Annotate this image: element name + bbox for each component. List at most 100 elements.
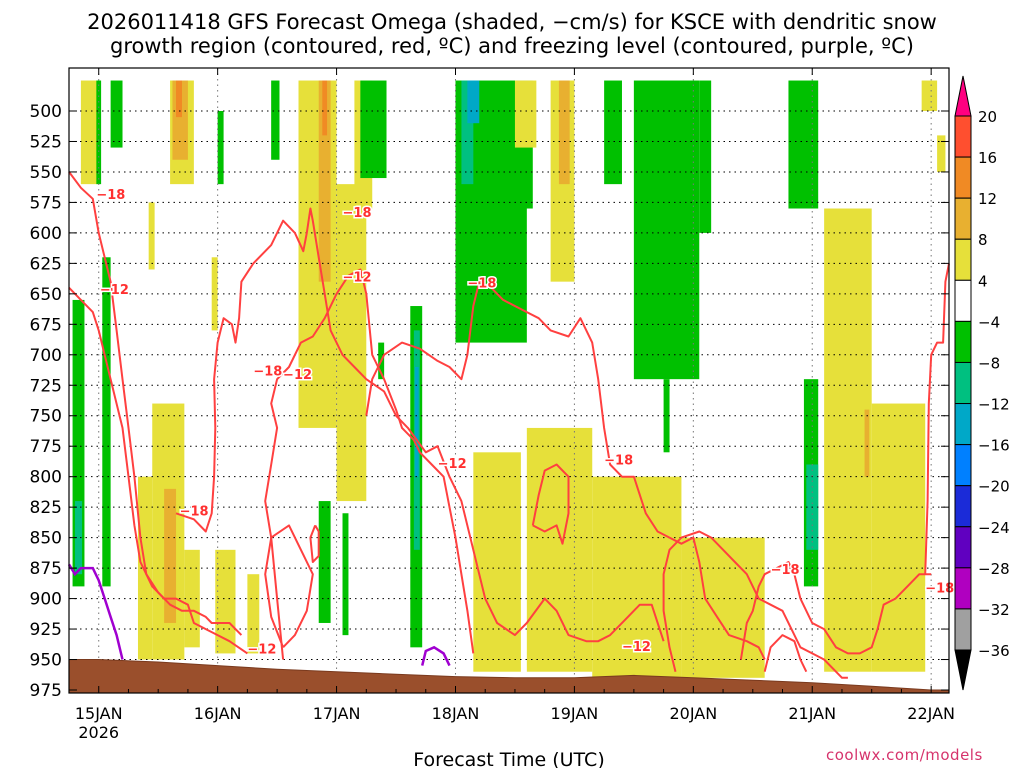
colorbar-bin-13 (954, 608, 972, 651)
colorbar-bin-9 (954, 444, 972, 487)
freezing-level-contours (67, 563, 451, 667)
colorbar-label-0: 20 (978, 108, 997, 126)
omega-shade-38 (633, 80, 700, 380)
y-tick-label-775: 775 (30, 437, 62, 457)
y-tick-label-625: 625 (30, 254, 62, 274)
colorbar: 20 16 12 8 4 −4 −8 −12 −16 −20 −24 −28 −32 −36 (954, 75, 1010, 691)
omega-shade-14 (176, 80, 182, 118)
omega-shade-18 (318, 80, 331, 282)
omega-shade-35 (514, 80, 537, 148)
dgz-contour-8 (531, 463, 570, 545)
omega-shade-41 (699, 80, 712, 233)
dgz-contour-1 (68, 287, 248, 655)
x-tick-label-17JAN: 17JAN (313, 704, 361, 723)
contour-label-13: −18 (925, 581, 954, 596)
y-tick-label-950: 950 (30, 651, 62, 671)
credit-link[interactable]: coolwx.com/models (826, 746, 983, 764)
colorbar-bin-2 (954, 156, 972, 199)
dgz-contour-6 (365, 280, 766, 660)
omega-shade-4 (96, 80, 102, 185)
colorbar-bin-12 (954, 567, 972, 610)
y-axis: 500 525 550 575 600 625 650 675 700 725 750 775 800 8… (30, 102, 949, 701)
x-tick-label-15JAN: 15JAN (75, 704, 123, 723)
omega-shade-0 (80, 80, 99, 185)
y-tick-label-600: 600 (30, 224, 62, 244)
omega-shade-24 (217, 111, 224, 185)
omega-shade-47 (592, 476, 682, 678)
y-tick-label-825: 825 (30, 498, 62, 518)
x-axis-title: Forecast Time (UTC) (413, 749, 604, 768)
colorbar-bin-3 (954, 197, 972, 240)
colorbar-bin-11 (954, 526, 972, 569)
y-tick-label-925: 925 (30, 620, 62, 640)
terrain (68, 659, 950, 694)
contour-label-12: −18 (771, 563, 800, 578)
x-tick-label-22JAN: 22JAN (907, 704, 955, 723)
freezing-contour-0 (67, 563, 124, 660)
colorbar-bin-7 (954, 361, 972, 405)
omega-shade-39 (604, 80, 622, 185)
contour-labels: −18−12−18−12−18 −12−18−12−12−18−18−12−18−… (95, 186, 956, 659)
omega-shade-42 (788, 80, 819, 209)
contour-label-9: −18 (467, 277, 496, 292)
x-tick-label-21JAN: 21JAN (788, 704, 836, 723)
colorbar-bin-8 (954, 403, 972, 446)
contour-label-1: −12 (100, 283, 129, 298)
colorbar-bin-1 (954, 115, 972, 158)
colorbar-bin-4 (954, 238, 972, 281)
contour-label-11: −12 (622, 640, 651, 655)
contour-label-2: −18 (180, 505, 209, 520)
colorbar-label-9: −20 (978, 478, 1010, 496)
freezing-contour-1 (420, 645, 451, 667)
omega-shade-51 (864, 409, 870, 477)
omega-shade-19 (322, 80, 328, 136)
omega-shade-28 (415, 366, 419, 477)
colorbar-label-3: 8 (978, 231, 988, 249)
colorbar-bin-10 (954, 485, 972, 528)
omega-shade-32 (461, 80, 474, 185)
omega-shade-1 (72, 299, 85, 587)
dgz-contours (68, 171, 950, 679)
omega-shade-10 (215, 549, 236, 654)
omega-shade-15 (148, 202, 155, 270)
dgz-contour-0 (68, 171, 243, 636)
contour-label-0: −18 (96, 188, 125, 203)
contour-label-6: −18 (343, 206, 372, 221)
y-tick-label-850: 850 (30, 529, 62, 549)
omega-shading-layer (72, 80, 946, 678)
colorbar-label-7: −12 (978, 396, 1010, 414)
contour-label-3: −12 (247, 642, 276, 657)
dgz-contour-4 (264, 524, 314, 648)
omega-shade-30 (342, 513, 349, 636)
x-tick-label-18JAN: 18JAN (432, 704, 480, 723)
dgz-contour-7 (662, 530, 848, 679)
y-tick-label-650: 650 (30, 285, 62, 305)
y-tick-label-900: 900 (30, 590, 62, 610)
contour-label-5: −12 (283, 368, 312, 383)
contour-label-10: −18 (604, 453, 633, 468)
omega-shade-20 (336, 184, 367, 502)
contour-label-7: −12 (343, 271, 372, 286)
omega-shade-3 (102, 257, 111, 587)
omega-shade-33 (467, 80, 480, 124)
colorbar-bin-5 (954, 279, 972, 322)
omega-shade-2 (74, 501, 83, 575)
y-tick-label-575: 575 (30, 193, 62, 213)
y-tick-label-700: 700 (30, 346, 62, 366)
y-tick-label-525: 525 (30, 132, 62, 152)
colorbar-label-4: 4 (978, 272, 988, 290)
y-tick-label-750: 750 (30, 407, 62, 427)
colorbar-label-10: −24 (978, 519, 1010, 537)
dgz-contour-11 (924, 263, 950, 575)
x-tick-label-19JAN: 19JAN (551, 704, 599, 723)
x-tick-label-20JAN: 20JAN (669, 704, 717, 723)
terrain-fill (68, 659, 950, 694)
omega-shade-22 (360, 80, 387, 179)
x-tick-label-16JAN: 16JAN (194, 704, 242, 723)
contour-label-8: −12 (438, 457, 467, 472)
omega-shade-52 (921, 80, 938, 111)
dgz-contour-2 (175, 207, 665, 643)
omega-shade-53 (937, 135, 946, 172)
